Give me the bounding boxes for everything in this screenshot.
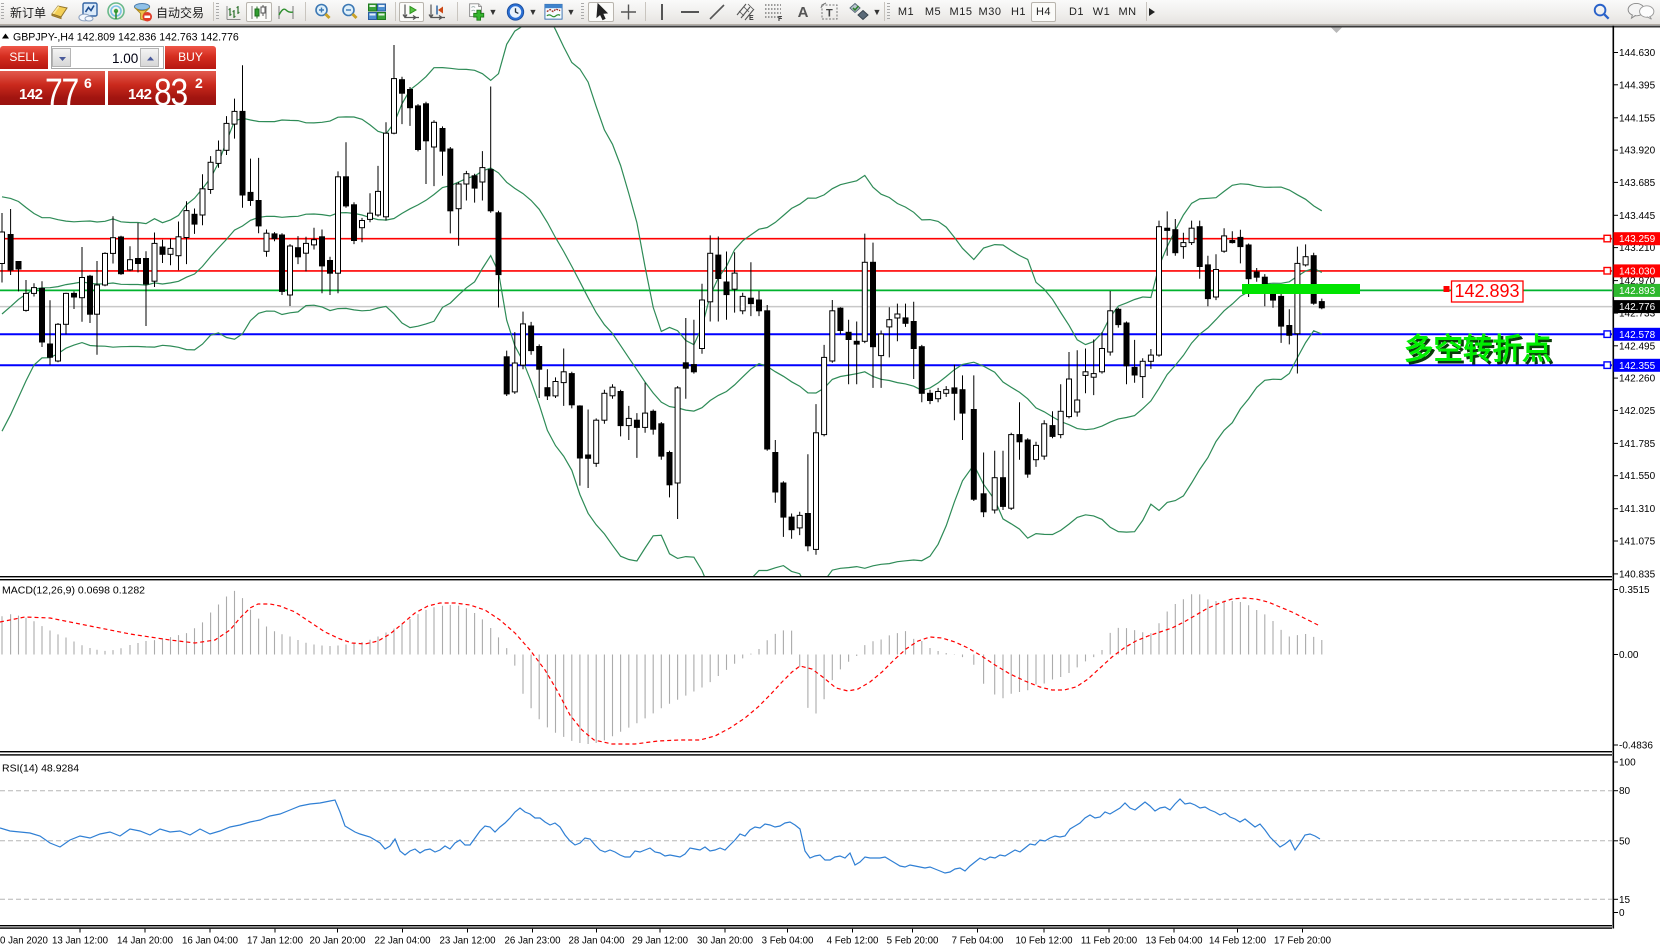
svg-text:143.259: 143.259 [1619, 234, 1656, 245]
svg-text:142.970: 142.970 [1619, 276, 1656, 287]
svg-text:142.893: 142.893 [1619, 286, 1656, 297]
svg-text:3 Feb 04:00: 3 Feb 04:00 [762, 936, 814, 947]
svg-text:14 Jan 20:00: 14 Jan 20:00 [117, 936, 174, 947]
svg-text:142.578: 142.578 [1619, 330, 1656, 341]
svg-text:140.835: 140.835 [1619, 569, 1656, 580]
svg-text:4 Feb 12:00: 4 Feb 12:00 [827, 936, 879, 947]
svg-text:143.920: 143.920 [1619, 146, 1656, 157]
svg-text:144.395: 144.395 [1619, 80, 1656, 91]
svg-text:7 Feb 04:00: 7 Feb 04:00 [952, 936, 1004, 947]
svg-text:142.025: 142.025 [1619, 406, 1656, 417]
svg-text:30 Jan 20:00: 30 Jan 20:00 [697, 936, 754, 947]
svg-text:0 Jan 2020: 0 Jan 2020 [0, 936, 49, 947]
svg-text:14 Feb 12:00: 14 Feb 12:00 [1209, 936, 1267, 947]
svg-text:144.155: 144.155 [1619, 113, 1656, 124]
svg-text:GBPJPY-,H4 142.809 142.836 14: GBPJPY-,H4 142.809 142.836 142.763 142.7… [13, 32, 239, 44]
svg-text:13 Jan 12:00: 13 Jan 12:00 [52, 936, 109, 947]
svg-text:15: 15 [1619, 895, 1631, 906]
svg-text:142.260: 142.260 [1619, 374, 1656, 385]
svg-text:143.685: 143.685 [1619, 178, 1656, 189]
svg-text:50: 50 [1619, 836, 1631, 847]
svg-text:143.030: 143.030 [1619, 266, 1656, 277]
svg-text:0.3515: 0.3515 [1619, 585, 1650, 596]
svg-text:142.355: 142.355 [1619, 361, 1656, 372]
svg-text:F: F [778, 16, 783, 22]
svg-text:141.075: 141.075 [1619, 537, 1656, 548]
svg-text:100: 100 [1619, 758, 1636, 769]
svg-text:143.210: 143.210 [1619, 243, 1656, 254]
svg-text:17 Feb 20:00: 17 Feb 20:00 [1274, 936, 1332, 947]
svg-text:26 Jan 23:00: 26 Jan 23:00 [504, 936, 561, 947]
svg-text:142.733: 142.733 [1619, 309, 1656, 320]
svg-text:0: 0 [1619, 908, 1625, 919]
svg-text:-0.4836: -0.4836 [1619, 741, 1653, 752]
svg-text:5 Feb 20:00: 5 Feb 20:00 [887, 936, 939, 947]
svg-text:MACD(12,26,9) 0.0698 0.1282: MACD(12,26,9) 0.0698 0.1282 [2, 585, 145, 597]
svg-text:80: 80 [1619, 786, 1631, 797]
svg-text:16 Jan 04:00: 16 Jan 04:00 [182, 936, 239, 947]
svg-text:142.495: 142.495 [1619, 341, 1656, 352]
svg-text:142.776: 142.776 [1619, 302, 1656, 313]
svg-text:多空转折点: 多空转折点 [1404, 333, 1552, 366]
svg-text:22 Jan 04:00: 22 Jan 04:00 [374, 936, 431, 947]
svg-text:T: T [826, 8, 833, 20]
svg-text:RSI(14) 48.9284: RSI(14) 48.9284 [2, 763, 79, 775]
svg-text:13 Feb 04:00: 13 Feb 04:00 [1145, 936, 1203, 947]
svg-text:11 Feb 20:00: 11 Feb 20:00 [1081, 936, 1138, 947]
svg-text:141.550: 141.550 [1619, 471, 1656, 482]
svg-text:141.310: 141.310 [1619, 504, 1656, 515]
svg-text:141.785: 141.785 [1619, 439, 1656, 450]
svg-text:143.445: 143.445 [1619, 211, 1656, 222]
svg-text:E: E [749, 15, 754, 22]
svg-text:142.893: 142.893 [1454, 281, 1519, 301]
svg-text:23 Jan 12:00: 23 Jan 12:00 [439, 936, 496, 947]
svg-text:29 Jan 12:00: 29 Jan 12:00 [632, 936, 689, 947]
svg-text:17 Jan 12:00: 17 Jan 12:00 [247, 936, 304, 947]
svg-text:10 Feb 12:00: 10 Feb 12:00 [1015, 936, 1073, 947]
svg-text:20 Jan 20:00: 20 Jan 20:00 [309, 936, 366, 947]
svg-text:28 Jan 04:00: 28 Jan 04:00 [568, 936, 625, 947]
svg-text:144.630: 144.630 [1619, 48, 1656, 59]
svg-text:0.00: 0.00 [1619, 650, 1639, 661]
